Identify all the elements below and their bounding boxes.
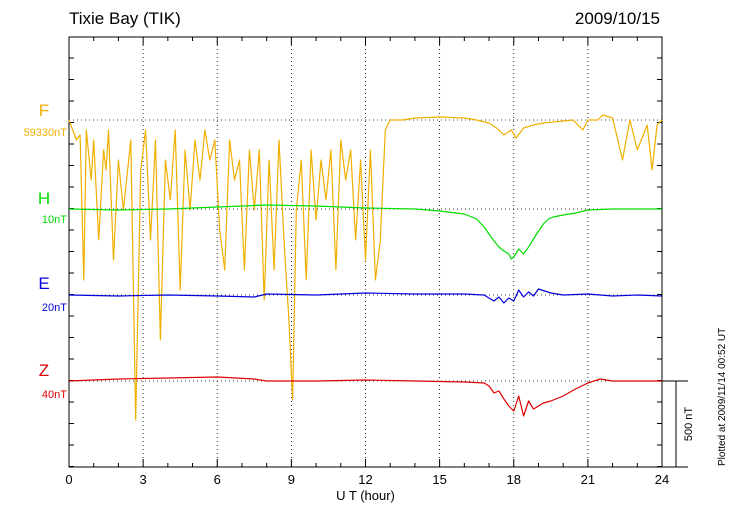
scale-label-e: 20nT xyxy=(42,302,67,314)
series-line-f xyxy=(68,114,663,421)
component-label-f: F xyxy=(39,101,49,120)
x-tick-label: 21 xyxy=(581,472,595,487)
series-line-z xyxy=(68,376,662,417)
x-axis-label: U T (hour) xyxy=(336,488,395,503)
series-line-h xyxy=(68,204,662,260)
component-label-z: Z xyxy=(39,361,49,380)
x-tick-label: 24 xyxy=(655,472,669,487)
series-line-e xyxy=(68,288,663,304)
chart-date: 2009/10/15 xyxy=(574,9,660,28)
x-tick-label: 0 xyxy=(65,472,72,487)
scale-label-z: 40nT xyxy=(42,389,67,401)
x-tick-label: 12 xyxy=(358,472,372,487)
x-tick-label: 15 xyxy=(432,472,446,487)
x-tick-label: 9 xyxy=(288,472,295,487)
chart-title: Tixie Bay (TIK) xyxy=(69,9,181,28)
scale-label-h: 10nT xyxy=(42,214,67,226)
scale-bar-label: 500 nT xyxy=(683,407,695,442)
x-tick-label: 3 xyxy=(140,472,147,487)
x-tick-label: 18 xyxy=(507,472,521,487)
x-tick-label: 6 xyxy=(214,472,221,487)
component-label-e: E xyxy=(38,274,49,293)
component-label-h: H xyxy=(38,189,50,208)
scale-label-f: 59330nT xyxy=(24,127,68,139)
